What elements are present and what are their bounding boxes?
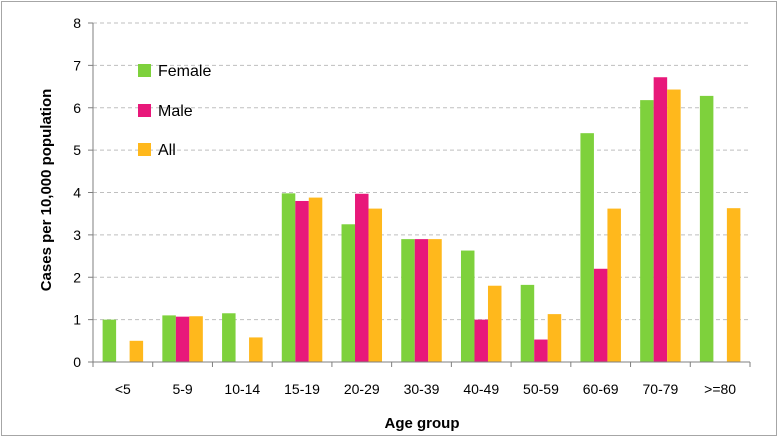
y-tick-label: 7 xyxy=(73,57,81,73)
bar-male-9 xyxy=(653,77,668,363)
y-tick-label: 1 xyxy=(73,312,81,328)
bar-all-9 xyxy=(667,89,681,362)
x-tick-label: 15-19 xyxy=(284,381,320,397)
bar-all-2 xyxy=(249,337,263,362)
bars xyxy=(102,77,741,363)
bar-female-10 xyxy=(699,95,714,362)
bar-all-1 xyxy=(189,316,203,362)
y-tick-label: 8 xyxy=(73,15,81,31)
legend: Female Male All xyxy=(138,63,211,159)
legend-swatch-all xyxy=(138,143,151,156)
x-tick-label: 40-49 xyxy=(463,381,499,397)
legend-label-female: Female xyxy=(158,63,211,80)
bar-female-0 xyxy=(102,319,117,362)
legend-label-male: Male xyxy=(158,103,193,120)
bar-female-6 xyxy=(460,250,475,362)
bar-female-9 xyxy=(640,100,654,362)
y-tick-labels: 0 1 2 3 4 5 6 7 8 xyxy=(73,15,81,370)
bar-female-3 xyxy=(281,193,296,362)
x-tick-label: 30-39 xyxy=(404,381,440,397)
bar-all-8 xyxy=(607,208,621,362)
bar-female-7 xyxy=(520,284,535,362)
x-tick-labels: <5 5-9 10-14 15-19 20-29 30-39 40-49 50-59 60-69… xyxy=(115,381,736,397)
y-axis-title: Cases per 10,000 population xyxy=(38,89,55,292)
bar-female-5 xyxy=(401,239,415,362)
y-tick-label: 0 xyxy=(73,354,81,370)
legend-label-all: All xyxy=(158,142,176,159)
bar-female-8 xyxy=(580,133,594,362)
x-tick-label: 70-79 xyxy=(643,381,679,397)
bar-all-3 xyxy=(308,197,323,362)
y-tick-label: 4 xyxy=(73,185,81,201)
x-tick-label: <5 xyxy=(115,381,131,397)
y-tick-label: 3 xyxy=(73,227,81,243)
bar-male-3 xyxy=(295,200,309,362)
bar-all-6 xyxy=(487,285,502,362)
axes xyxy=(88,22,751,367)
bar-female-4 xyxy=(341,224,356,362)
bar-all-5 xyxy=(428,239,442,362)
legend-swatch-male xyxy=(138,104,151,117)
bar-female-1 xyxy=(162,315,176,362)
bar-male-1 xyxy=(175,316,190,362)
bar-male-4 xyxy=(355,193,369,362)
bar-all-0 xyxy=(129,340,144,362)
x-tick-label: >=80 xyxy=(704,381,736,397)
x-tick-label: 60-69 xyxy=(583,381,619,397)
bar-female-2 xyxy=(222,313,236,362)
x-tick-label: 20-29 xyxy=(344,381,380,397)
bar-all-4 xyxy=(368,208,383,362)
y-tick-label: 6 xyxy=(73,100,81,116)
x-axis-title: Age group xyxy=(385,415,460,432)
bar-male-6 xyxy=(474,319,488,362)
bar-all-10 xyxy=(726,208,741,362)
bar-male-8 xyxy=(593,268,608,362)
x-tick-label: 10-14 xyxy=(224,381,260,397)
bar-male-7 xyxy=(534,339,548,362)
y-tick-label: 5 xyxy=(73,142,81,158)
legend-swatch-female xyxy=(138,64,151,77)
bar-all-7 xyxy=(547,314,562,362)
x-tick-label: 50-59 xyxy=(523,381,559,397)
x-tick-label: 5-9 xyxy=(172,381,192,397)
bar-male-5 xyxy=(414,239,429,362)
y-tick-label: 2 xyxy=(73,269,81,285)
